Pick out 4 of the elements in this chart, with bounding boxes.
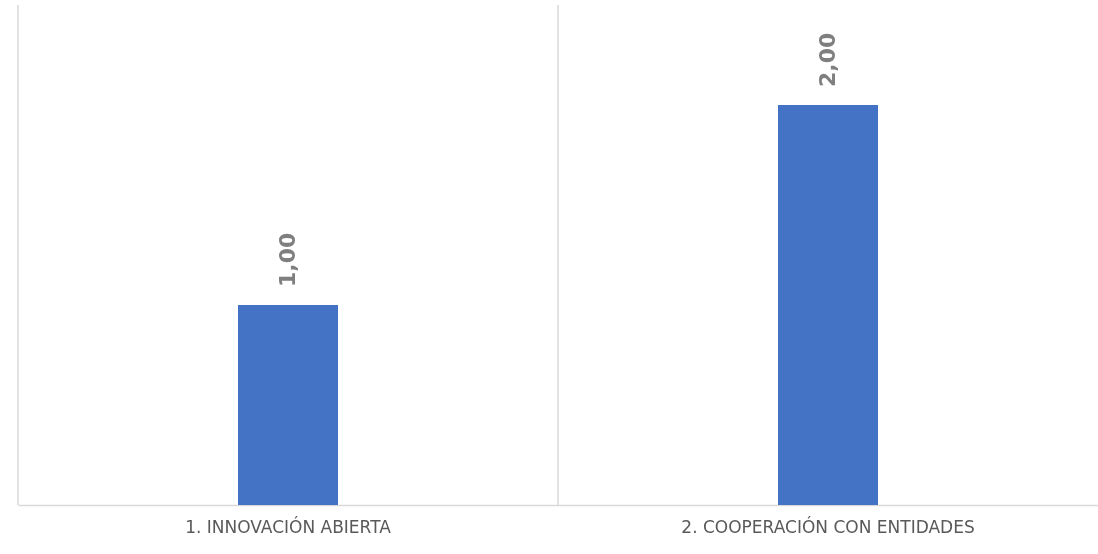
x-tick-label: 2. COOPERACIÓN CON ENTIDADES bbox=[681, 515, 975, 537]
data-label: 1,00 bbox=[275, 232, 300, 287]
data-label: 2,00 bbox=[815, 32, 840, 87]
x-tick-label: 1. INNOVACIÓN ABIERTA bbox=[185, 515, 392, 537]
